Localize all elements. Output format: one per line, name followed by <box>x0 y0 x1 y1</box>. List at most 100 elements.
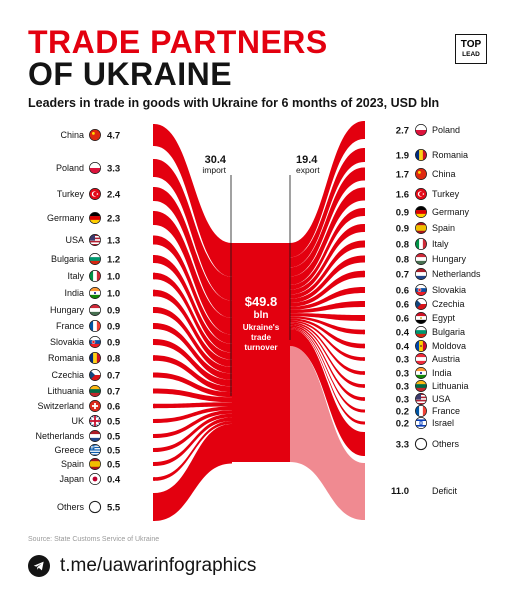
import-bar-slovakia <box>153 339 155 345</box>
import-bar-turkey <box>153 187 155 201</box>
import-bar-japan <box>153 477 155 481</box>
import-bar-france <box>153 323 155 329</box>
export-flow-others <box>290 329 364 456</box>
export-flow-czechia <box>290 301 364 314</box>
import-flow-slovakia <box>154 339 232 387</box>
import-label-switzerland: Switzerland <box>37 401 84 411</box>
export-label-slovakia: Slovakia <box>432 285 466 295</box>
import-bar-usa <box>153 235 155 245</box>
export-label-others: Others <box>432 439 460 449</box>
turkey-flag <box>89 188 101 200</box>
export-label-moldova: Moldova <box>432 341 466 351</box>
hungary-flag <box>415 253 427 265</box>
export-bar-poland <box>363 121 365 139</box>
import-label-lithuania: Lithuania <box>47 386 84 396</box>
export-bar-france <box>363 409 365 413</box>
export-flow-poland <box>290 121 364 258</box>
import-bar-switzerland <box>153 403 155 409</box>
import-label-uk: UK <box>71 416 84 426</box>
export-total-value: 19.4 <box>296 154 318 166</box>
import-value-netherlands: 0.5 <box>107 431 121 442</box>
usa-flag <box>415 393 427 405</box>
export-value-germany: 0.9 <box>396 207 409 218</box>
india-flag <box>415 367 427 379</box>
import-value-india: 1.0 <box>107 288 120 299</box>
import-label-slovakia: Slovakia <box>50 337 84 347</box>
france-flag <box>415 405 427 417</box>
others-circle <box>414 437 428 451</box>
import-flow-japan <box>154 420 232 481</box>
bulgaria-flag <box>89 253 101 265</box>
import-label-others: Others <box>57 502 85 512</box>
deficit-bar <box>363 463 365 520</box>
export-value-israel: 0.2 <box>396 418 409 429</box>
import-flow-turkey <box>154 187 232 318</box>
export-label-italy: Italy <box>432 239 449 249</box>
telegram-link-text: t.me/uawarinfographics <box>60 555 257 576</box>
export-bar-israel <box>363 421 365 425</box>
telegram-link[interactable]: t.me/uawarinfographics <box>28 555 256 577</box>
import-label-japan: Japan <box>59 474 84 484</box>
export-value-poland: 2.7 <box>396 125 409 136</box>
import-bar-lithuania <box>153 388 155 394</box>
slovakia-flag <box>415 284 427 296</box>
import-flow-hungary <box>154 307 232 374</box>
export-flow-romania <box>290 148 364 268</box>
import-label-czechia: Czechia <box>51 370 84 380</box>
import-bar-uk <box>153 419 155 423</box>
export-bar-austria <box>363 357 365 361</box>
export-flow-italy <box>290 240 364 299</box>
import-flow-spain <box>154 417 232 466</box>
export-label-usa: USA <box>432 394 451 404</box>
slovakia-flag <box>89 336 101 348</box>
turnover-label-line-2: trade <box>251 333 271 342</box>
export-value-hungary: 0.8 <box>396 254 409 265</box>
export-value-romania: 1.9 <box>396 150 409 161</box>
italy-flag <box>89 270 101 282</box>
export-label-germany: Germany <box>432 207 470 217</box>
export-value-china: 1.7 <box>396 169 409 180</box>
export-bar-usa <box>363 397 365 401</box>
export-flow-slovakia <box>290 287 364 310</box>
import-flow-lithuania <box>154 388 232 403</box>
export-value-austria: 0.3 <box>396 354 409 365</box>
export-flow-austria <box>290 320 364 361</box>
export-value-usa: 0.3 <box>396 394 409 405</box>
import-total-label: import <box>202 165 226 175</box>
import-flow-italy <box>154 272 232 360</box>
import-value-slovakia: 0.9 <box>107 337 120 348</box>
import-value-turkey: 2.4 <box>107 189 121 200</box>
export-bar-romania <box>363 148 365 162</box>
netherlands-flag <box>415 268 427 280</box>
export-bar-italy <box>363 240 365 248</box>
export-label-china: China <box>432 169 456 179</box>
export-label-romania: Romania <box>432 150 468 160</box>
others-circle <box>88 500 102 514</box>
export-bar-egypt <box>363 315 365 321</box>
import-label-spain: Spain <box>61 459 84 469</box>
export-flow-turkey <box>290 187 364 285</box>
import-flow-others <box>154 423 232 521</box>
export-label-bulgaria: Bulgaria <box>432 327 465 337</box>
import-flow-netherlands <box>154 410 232 438</box>
germany-flag <box>89 212 101 224</box>
import-value-germany: 2.3 <box>107 213 120 224</box>
export-bar-hungary <box>363 255 365 263</box>
export-value-india: 0.3 <box>396 368 409 379</box>
export-value-others: 3.3 <box>396 439 409 450</box>
import-label-hungary: Hungary <box>50 305 85 315</box>
romania-flag <box>89 352 101 364</box>
import-flow-germany <box>154 211 232 335</box>
import-value-china: 4.7 <box>107 130 120 141</box>
import-flow-bulgaria <box>154 255 232 353</box>
export-label-india: India <box>432 368 452 378</box>
import-value-czechia: 0.7 <box>107 370 120 381</box>
import-flow-romania <box>154 355 232 393</box>
export-flow-bulgaria <box>290 316 364 335</box>
export-label-turkey: Turkey <box>432 189 460 199</box>
import-label-poland: Poland <box>56 163 84 173</box>
import-flow-switzerland <box>154 402 232 409</box>
import-value-uk: 0.5 <box>107 416 121 427</box>
deficit-label: Deficit <box>432 486 458 496</box>
export-label-france: France <box>432 406 460 416</box>
